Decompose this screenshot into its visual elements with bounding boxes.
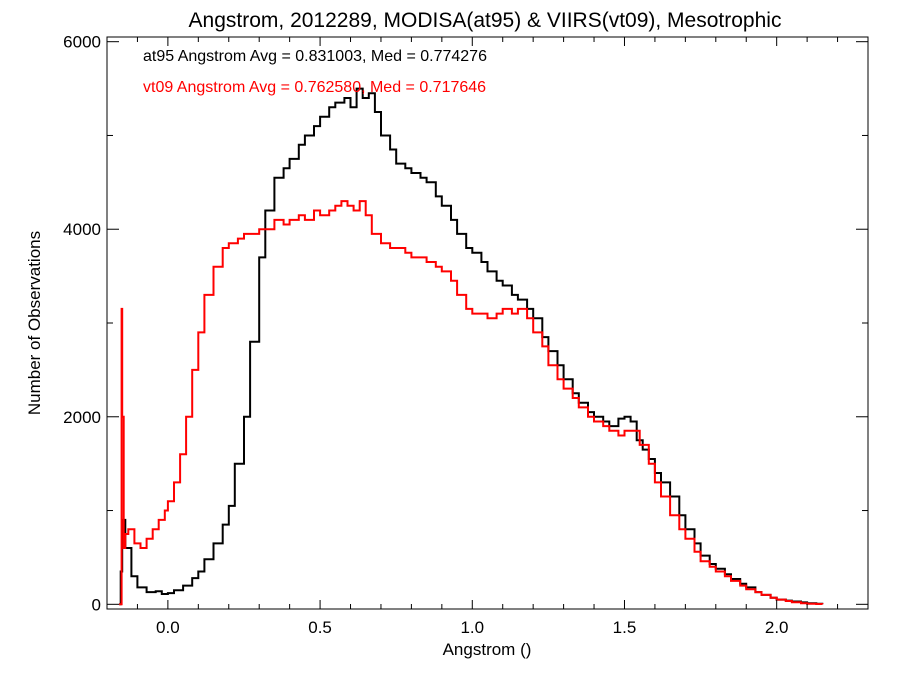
y-tick-label: 2000 xyxy=(63,408,101,427)
x-tick-label: 0.0 xyxy=(156,618,180,637)
x-tick-label: 2.0 xyxy=(765,618,789,637)
y-tick-label: 0 xyxy=(92,595,101,614)
chart-title: Angstrom, 2012289, MODISA(at95) & VIIRS(… xyxy=(189,9,782,32)
x-tick-label: 1.0 xyxy=(460,618,484,637)
legend-vt09-annotation: vt09 Angstrom Avg = 0.762580, Med = 0.71… xyxy=(143,79,486,96)
y-axis: 0 2000 4000 6000 xyxy=(63,33,868,614)
y-axis-label: Number of Observations xyxy=(25,231,44,415)
series-line-at95 xyxy=(119,87,824,606)
x-tick-label: 1.5 xyxy=(613,618,637,637)
y-tick-label: 4000 xyxy=(63,220,101,239)
x-axis: 0.0 0.5 1.0 1.5 2.0 xyxy=(106,37,869,637)
x-tick-label: 0.5 xyxy=(308,618,332,637)
series-layer xyxy=(119,87,824,606)
x-axis-label: Angstrom () xyxy=(443,640,532,659)
series-line-vt09 xyxy=(119,200,824,606)
legend-at95-annotation: at95 Angstrom Avg = 0.831003, Med = 0.77… xyxy=(143,48,487,65)
y-tick-label: 6000 xyxy=(63,33,101,52)
plot-frame xyxy=(106,36,869,610)
